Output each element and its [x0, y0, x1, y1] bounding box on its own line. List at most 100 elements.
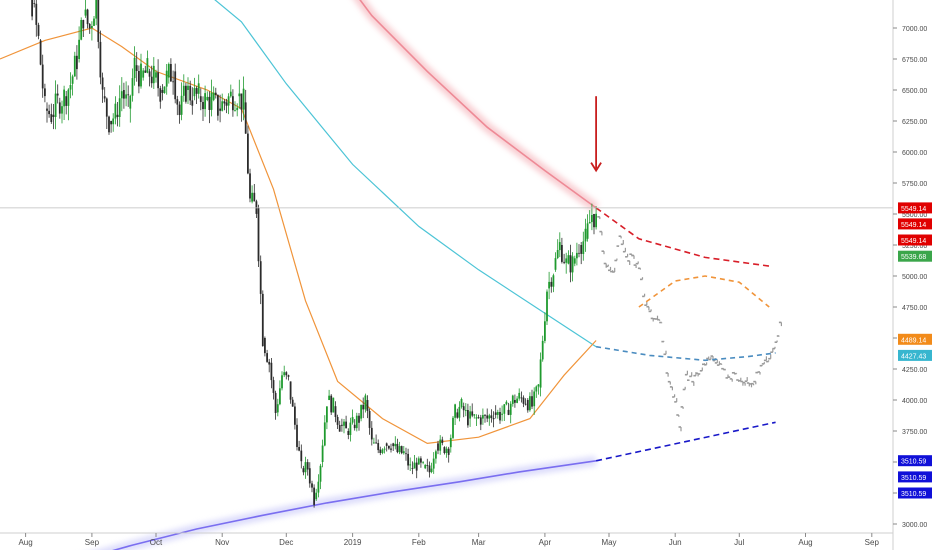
candle-body [225, 102, 228, 106]
candle-body [259, 261, 262, 294]
x-tick-label: Apr [539, 538, 552, 547]
candle-body [388, 445, 390, 449]
candle-body [170, 64, 172, 82]
candle-body [120, 91, 123, 99]
candle-body [123, 90, 125, 99]
candle-body [360, 404, 362, 419]
candle-body [507, 409, 510, 415]
candle-body [443, 447, 446, 453]
candle-body [65, 96, 68, 106]
candle-body [593, 214, 595, 228]
candle-body [67, 89, 70, 106]
candle-body [432, 458, 435, 469]
candle-body [428, 465, 431, 473]
projection-orange-dashed [638, 275, 770, 308]
candle-body [300, 450, 303, 462]
candle-body [449, 437, 452, 448]
candle-body [48, 110, 50, 115]
candle-body [556, 250, 559, 258]
candle-body [223, 101, 226, 104]
candle-body [125, 94, 127, 99]
candle-body [358, 415, 360, 423]
candle-body [91, 26, 93, 28]
candle-body [558, 242, 561, 251]
candle-body [272, 380, 275, 393]
candle-body [366, 400, 369, 411]
candle-body [199, 96, 202, 102]
candle-body [172, 81, 174, 83]
candle-body [54, 93, 57, 117]
candle-body [76, 55, 78, 70]
candle-body [268, 361, 271, 365]
candle-body [58, 102, 61, 114]
candle-body [407, 453, 409, 466]
candle-body [185, 85, 187, 102]
candle-body [398, 446, 401, 453]
candle-body [229, 91, 232, 97]
candle-body [578, 252, 580, 254]
candle-body [323, 422, 326, 446]
candle-body [394, 443, 397, 447]
candle-body [477, 417, 480, 419]
x-tick-label: Nov [215, 538, 229, 547]
x-tick-label: Aug [798, 538, 812, 547]
y-tick-label: 6500.00 [902, 88, 927, 95]
candle-body [294, 406, 296, 425]
ma-cyan-line [214, 0, 597, 348]
candle-body [381, 449, 384, 453]
candle-body [586, 223, 589, 239]
candle-body [501, 413, 503, 415]
candle-body [281, 375, 283, 389]
price-tag-label: 3510.59 [901, 475, 926, 482]
x-tick-label: Jun [669, 538, 682, 547]
candle-body [118, 98, 121, 117]
candle-body [285, 372, 288, 376]
candle-body [375, 442, 377, 444]
candle-body [138, 71, 140, 87]
candle-body [291, 399, 294, 407]
candle-body [135, 65, 138, 71]
candle-body [257, 207, 260, 262]
candle-body [193, 88, 196, 97]
candle-body [349, 422, 352, 435]
candle-body [582, 241, 585, 254]
candle-body [573, 258, 576, 264]
candle-body [460, 399, 463, 407]
candle-body [133, 57, 136, 79]
candle-body [197, 83, 200, 94]
candle-body [56, 93, 59, 96]
down-arrow-head [590, 162, 602, 173]
candle-body [486, 415, 489, 419]
candle-body [441, 439, 444, 443]
price-tag-label: 4489.14 [901, 337, 926, 344]
price-tag-label: 3510.59 [901, 459, 926, 466]
candle-body [402, 451, 405, 454]
candle-body [368, 411, 371, 428]
candle-body [584, 228, 587, 242]
candle-body [445, 448, 448, 453]
candle-body [206, 96, 209, 100]
candle-body [101, 77, 104, 90]
candle-body [524, 403, 527, 405]
candle-body [234, 110, 236, 111]
candle-body [93, 18, 95, 26]
candle-body [142, 70, 145, 78]
candle-body [287, 375, 290, 377]
candle-body [370, 427, 373, 440]
candle-body [409, 464, 412, 466]
candle-body [426, 465, 429, 466]
candle-body [529, 396, 531, 411]
candle-body [140, 63, 142, 87]
candle-body [304, 462, 307, 473]
candle-body [392, 443, 395, 447]
y-tick-label: 6750.00 [902, 57, 927, 64]
candle-body [270, 362, 273, 381]
candle-body [167, 64, 170, 78]
candle-body [417, 458, 420, 465]
candle-body [447, 448, 450, 455]
candle-body [479, 417, 482, 425]
price-tag [898, 471, 932, 483]
candle-body [180, 95, 183, 115]
candle-body [405, 453, 407, 455]
candle-body [232, 96, 234, 111]
